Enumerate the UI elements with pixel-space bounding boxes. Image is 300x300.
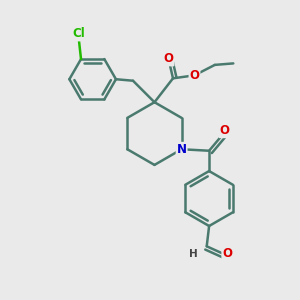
Text: N: N [177, 143, 187, 156]
Text: H: H [189, 249, 198, 259]
Text: O: O [164, 52, 173, 65]
Text: O: O [220, 124, 230, 137]
Text: O: O [222, 247, 232, 260]
Text: O: O [190, 69, 200, 82]
Text: Cl: Cl [72, 28, 85, 40]
